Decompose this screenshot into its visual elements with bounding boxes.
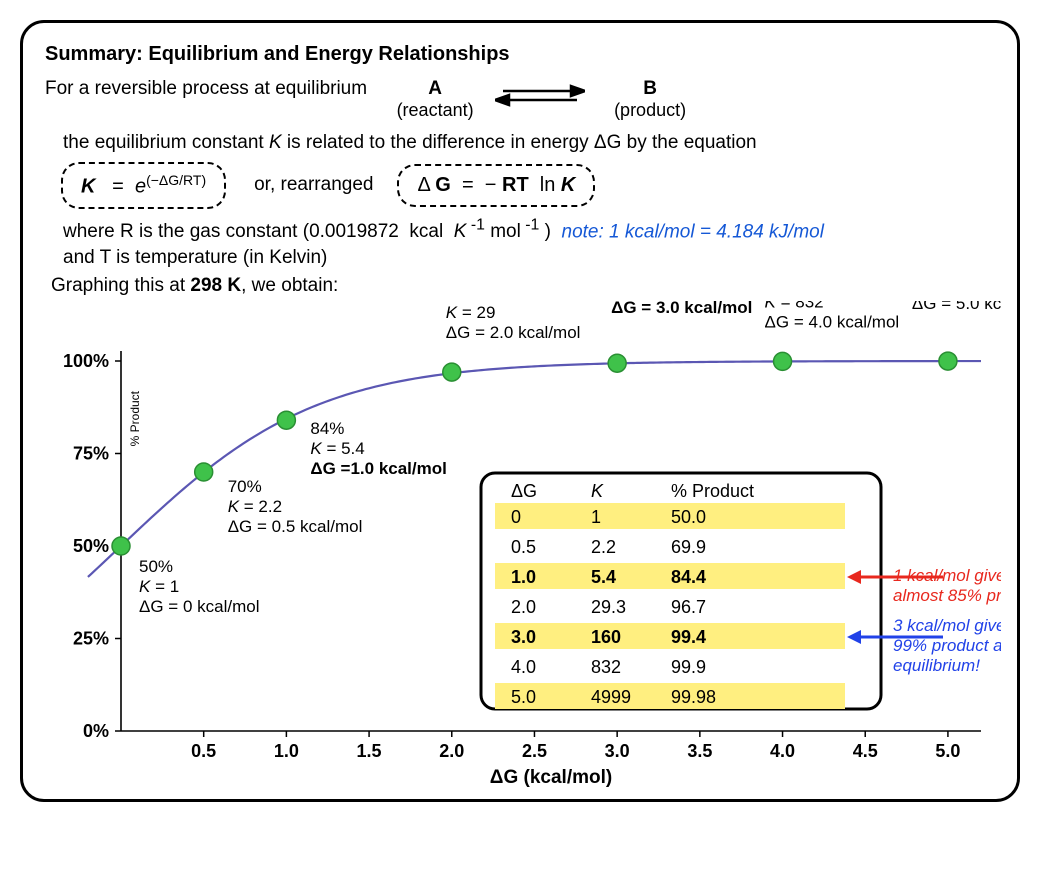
svg-text:0%: 0% — [83, 721, 109, 741]
svg-text:0.5: 0.5 — [511, 537, 536, 557]
svg-text:3 kcal/mol gives you: 3 kcal/mol gives you — [893, 616, 1001, 635]
svg-text:5.0: 5.0 — [511, 687, 536, 707]
title: Summary: Equilibrium and Energy Relation… — [45, 43, 999, 66]
note: note: 1 kcal/mol = 4.184 kJ/mol — [562, 221, 824, 242]
svg-text:84%: 84% — [310, 419, 344, 438]
svg-text:K = 832: K = 832 — [765, 301, 824, 311]
product: (product) — [614, 100, 686, 120]
svg-text:K = 1: K = 1 — [139, 577, 179, 596]
svg-text:75%: 75% — [73, 443, 109, 463]
svg-text:0: 0 — [511, 507, 521, 527]
reactant: (reactant) — [397, 100, 474, 120]
svg-text:5.4: 5.4 — [591, 567, 616, 587]
svg-text:99% product at: 99% product at — [893, 636, 1001, 655]
svg-text:99.4: 99.4 — [671, 627, 706, 647]
svg-text:ΔG = 3.0 kcal/mol: ΔG = 3.0 kcal/mol — [611, 301, 752, 317]
graph-lead: Graphing this at 298 K, we obtain: — [51, 275, 999, 297]
A: A — [428, 78, 442, 99]
svg-text:1.5: 1.5 — [357, 741, 382, 761]
svg-text:ΔG = 4.0 kcal/mol: ΔG = 4.0 kcal/mol — [765, 312, 900, 331]
svg-text:ΔG = 5.0 kcal/mol: ΔG = 5.0 kcal/mol — [912, 301, 1001, 313]
svg-text:3.0: 3.0 — [605, 741, 630, 761]
eq2: Δ G = − RT ln K — [397, 164, 595, 207]
eq1: K = e(−ΔG/RT) — [61, 162, 226, 209]
svg-text:ΔG =1.0 kcal/mol: ΔG =1.0 kcal/mol — [310, 459, 446, 478]
svg-text:97%: 97% — [446, 301, 480, 302]
svg-text:0.5: 0.5 — [191, 741, 216, 761]
where-R: where R is the gas constant (0.0019872 k… — [63, 221, 551, 242]
eq-sentence: the equilibrium constant K is related to… — [63, 132, 999, 154]
svg-text:70%: 70% — [228, 477, 262, 496]
svg-text:50.0: 50.0 — [671, 507, 706, 527]
svg-text:4999: 4999 — [591, 687, 631, 707]
svg-text:4.0: 4.0 — [511, 657, 536, 677]
svg-text:100%: 100% — [63, 351, 109, 371]
and-T: and T is temperature (in Kelvin) — [63, 247, 999, 269]
svg-text:1: 1 — [591, 507, 601, 527]
B: B — [643, 78, 657, 99]
svg-text:3.0: 3.0 — [511, 627, 536, 647]
svg-text:2.0: 2.0 — [511, 597, 536, 617]
svg-text:K = 5.4: K = 5.4 — [310, 439, 364, 458]
svg-text:ΔG = 0 kcal/mol: ΔG = 0 kcal/mol — [139, 597, 259, 616]
svg-text:4.0: 4.0 — [770, 741, 795, 761]
svg-text:ΔG: ΔG — [511, 481, 537, 501]
intro: For a reversible process at equilibrium — [45, 78, 367, 100]
svg-text:K = 29: K = 29 — [446, 303, 496, 322]
svg-text:50%: 50% — [73, 536, 109, 556]
svg-text:1 kcal/mol gives: 1 kcal/mol gives — [893, 566, 1001, 585]
svg-text:% Product: % Product — [128, 390, 142, 446]
svg-text:1.0: 1.0 — [511, 567, 536, 587]
svg-text:equilibrium!: equilibrium! — [893, 656, 980, 675]
svg-text:K = 2.2: K = 2.2 — [228, 497, 282, 516]
svg-text:5.0: 5.0 — [935, 741, 960, 761]
svg-text:almost 85% product!: almost 85% product! — [893, 586, 1001, 605]
svg-text:2.2: 2.2 — [591, 537, 616, 557]
svg-text:2.5: 2.5 — [522, 741, 547, 761]
svg-text:ΔG = 2.0 kcal/mol: ΔG = 2.0 kcal/mol — [446, 323, 581, 342]
svg-text:K: K — [591, 481, 604, 501]
svg-text:% Product: % Product — [671, 481, 754, 501]
svg-text:ΔG = 0.5 kcal/mol: ΔG = 0.5 kcal/mol — [228, 517, 363, 536]
svg-text:29.3: 29.3 — [591, 597, 626, 617]
svg-text:69.9: 69.9 — [671, 537, 706, 557]
svg-text:2.0: 2.0 — [439, 741, 464, 761]
svg-text:99.98: 99.98 — [671, 687, 716, 707]
svg-text:3.5: 3.5 — [687, 741, 712, 761]
svg-text:4.5: 4.5 — [853, 741, 878, 761]
svg-text:96.7: 96.7 — [671, 597, 706, 617]
svg-text:832: 832 — [591, 657, 621, 677]
or: or, rearranged — [254, 174, 373, 196]
svg-text:99.9: 99.9 — [671, 657, 706, 677]
chart: 0% 25% 50% 75% 100% 0.5 1.0 1.5 2.0 2.5 3.0 3.5 4.0 4… — [41, 301, 1001, 791]
svg-text:25%: 25% — [73, 628, 109, 648]
svg-text:1.0: 1.0 — [274, 741, 299, 761]
svg-text:160: 160 — [591, 627, 621, 647]
eq-arrow — [495, 78, 585, 112]
svg-text:84.4: 84.4 — [671, 567, 706, 587]
svg-text:50%: 50% — [139, 557, 173, 576]
svg-text:ΔG (kcal/mol): ΔG (kcal/mol) — [490, 767, 612, 788]
